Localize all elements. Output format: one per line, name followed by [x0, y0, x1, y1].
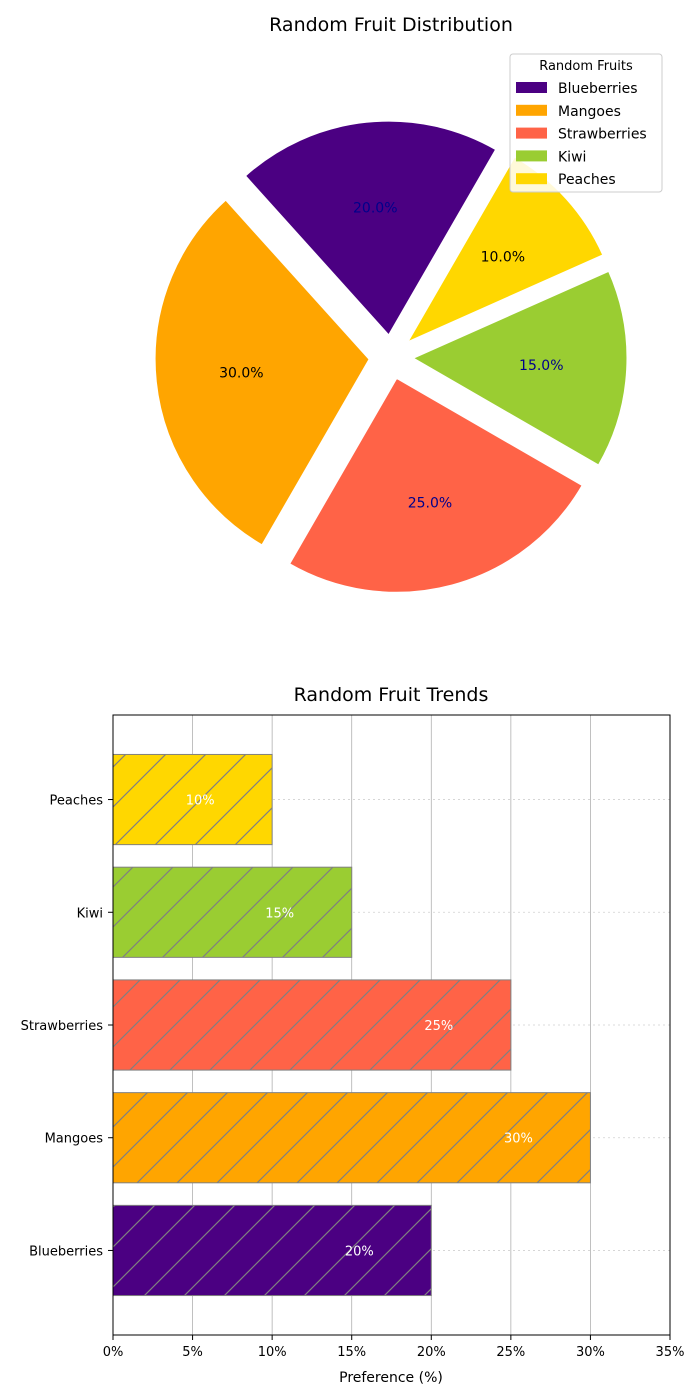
legend-frame: [509, 53, 663, 193]
legend-label-mangoes: Mangoes: [558, 104, 621, 120]
x-tick-label: 30%: [576, 1345, 605, 1360]
x-tick-label: 15%: [337, 1345, 366, 1360]
bar-bars: 20% 30% 25% 15% 10%: [112, 753, 591, 1297]
bar-hatch-strawberries: [112, 979, 512, 1071]
y-ticks: Blueberries Mangoes Strawberries Kiwi Peache…: [21, 794, 113, 1259]
pie-slice-strawberries: [287, 376, 585, 594]
bar-hatch-mangoes: [112, 1092, 591, 1184]
legend-swatch-peaches: [516, 173, 547, 185]
pie-label-peaches: 10.0%: [481, 249, 525, 265]
pie-chart-title: Random Fruit Distribution: [269, 14, 513, 36]
pie-legend: Random Fruits Blueberries Mangoes Strawber…: [509, 53, 663, 193]
pie-label-mangoes: 30.0%: [219, 366, 263, 382]
pie-label-kiwi: 15.0%: [519, 358, 563, 374]
bar-value-label-kiwi: 15%: [265, 906, 294, 921]
x-tick-label: 25%: [496, 1345, 525, 1360]
bar-hatch-peaches: [112, 753, 273, 846]
x-ticks: 0% 5% 10% 15% 20% 25% 30% 35%: [103, 1335, 685, 1360]
x-axis-label: Preference (%): [339, 1370, 443, 1386]
y-tick-label-peaches: Peaches: [50, 794, 104, 809]
bar-chart-title: Random Fruit Trends: [294, 684, 489, 706]
x-tick-label: 0%: [103, 1345, 124, 1360]
x-tick-label: 35%: [656, 1345, 685, 1360]
legend-label-strawberries: Strawberries: [558, 127, 647, 143]
bar-value-label-strawberries: 25%: [424, 1019, 453, 1034]
bar-hatch-kiwi: [112, 866, 353, 958]
y-tick-label-kiwi: Kiwi: [77, 906, 103, 921]
pie-labels: 20.0% 30.0% 25.0% 15.0% 10.0%: [219, 200, 563, 511]
legend-swatch-strawberries: [516, 127, 547, 139]
pie-chart: Random Fruit Distribution 20.0% 30.0% 25.0…: [153, 14, 663, 594]
legend-swatch-mangoes: [516, 104, 547, 116]
legend-label-kiwi: Kiwi: [558, 149, 586, 165]
bar-value-label-peaches: 10%: [186, 794, 215, 809]
y-tick-label-mangoes: Mangoes: [45, 1132, 104, 1147]
legend-swatch-kiwi: [516, 150, 547, 162]
pie-label-blueberries: 20.0%: [353, 200, 397, 216]
pie-label-strawberries: 25.0%: [408, 495, 452, 511]
pie-slice-kiwi: [410, 269, 629, 467]
legend-swatch-blueberries: [516, 82, 547, 93]
bar-hatch-blueberries: [112, 1204, 432, 1297]
legend-items: Blueberries Mangoes Strawberries Kiwi Peache…: [516, 81, 647, 188]
legend-title: Random Fruits: [539, 59, 633, 74]
y-tick-label-strawberries: Strawberries: [21, 1019, 104, 1034]
y-tick-label-blueberries: Blueberries: [29, 1244, 103, 1259]
pie-slice-mangoes: [153, 198, 371, 547]
x-tick-label: 5%: [182, 1345, 203, 1360]
pie-slices: [153, 119, 629, 594]
bar-value-label-blueberries: 20%: [345, 1244, 374, 1259]
pie-slice-blueberries: [243, 119, 498, 338]
x-tick-label: 10%: [258, 1345, 287, 1360]
x-tick-label: 20%: [417, 1345, 446, 1360]
legend-label-peaches: Peaches: [558, 172, 616, 188]
legend-label-blueberries: Blueberries: [558, 81, 638, 97]
bar-value-label-mangoes: 30%: [504, 1132, 533, 1147]
bar-chart: Random Fruit Trends 20% 30% 25% 15% 10% 0% 5%…: [21, 684, 685, 1386]
